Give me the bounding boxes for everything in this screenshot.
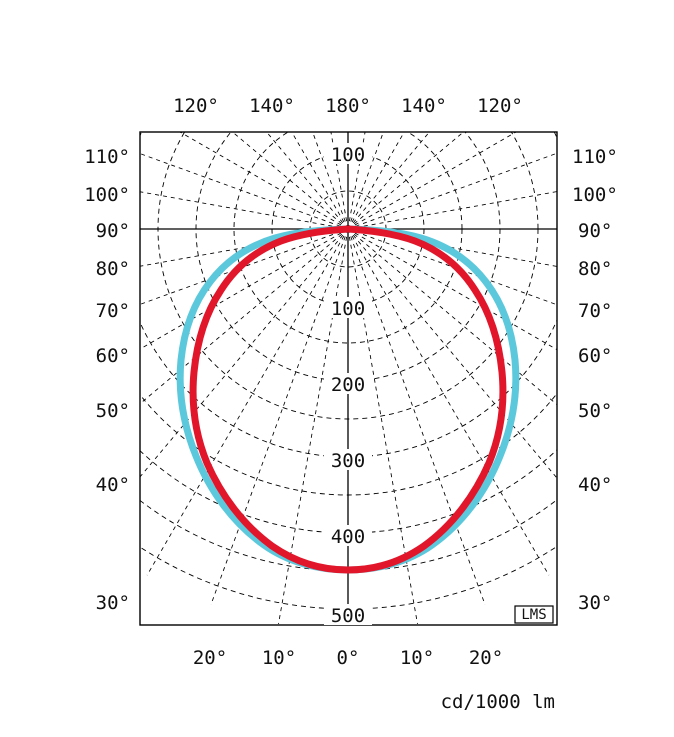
right-angle-labels: 110° 100° 90° 80° 70° 60° 50° 40° 30° — [572, 146, 618, 614]
top-label-180: 180° — [325, 95, 371, 117]
radial-label-400: 400 — [331, 526, 365, 548]
bottom-label-20-left: 20° — [193, 647, 227, 669]
left-angle-labels: 110° 100° 90° 80° 70° 60° 50° 40° 30° — [84, 146, 130, 614]
top-label-120-right: 120° — [477, 95, 523, 117]
bottom-label-10-left: 10° — [262, 647, 296, 669]
left-label-60: 60° — [96, 345, 130, 367]
unit-label: cd/1000 lm — [441, 691, 555, 713]
bottom-label-0: 0° — [337, 647, 360, 669]
distribution-curves — [176, 225, 520, 574]
top-label-140-left: 140° — [249, 95, 295, 117]
left-label-110: 110° — [84, 146, 130, 168]
right-label-30: 30° — [578, 592, 612, 614]
right-label-60: 60° — [578, 345, 612, 367]
bottom-label-20-right: 20° — [469, 647, 503, 669]
top-angle-labels: 120° 140° 180° 140° 120° — [173, 95, 523, 117]
right-label-50: 50° — [578, 400, 612, 422]
radial-label-300: 300 — [331, 450, 365, 472]
lms-badge: LMS — [514, 605, 554, 624]
radial-label-500: 500 — [331, 605, 365, 627]
curve-c0-red — [189, 225, 507, 574]
right-label-110: 110° — [572, 146, 618, 168]
radial-scale-labels: 100 100 200 300 400 500 — [324, 143, 372, 627]
lms-badge-label: LMS — [521, 607, 546, 623]
left-label-90: 90° — [96, 220, 130, 242]
left-label-100: 100° — [84, 184, 130, 206]
right-label-90: 90° — [578, 220, 612, 242]
top-label-120-left: 120° — [173, 95, 219, 117]
bottom-label-10-right: 10° — [400, 647, 434, 669]
bottom-angle-labels: 20° 10° 0° 10° 20° — [193, 647, 503, 669]
left-label-80: 80° — [96, 258, 130, 280]
radial-label-top-100: 100 — [331, 144, 365, 166]
radial-label-100: 100 — [331, 298, 365, 320]
top-label-140-right: 140° — [401, 95, 447, 117]
right-label-100: 100° — [572, 184, 618, 206]
left-label-30: 30° — [96, 592, 130, 614]
left-label-70: 70° — [96, 300, 130, 322]
right-label-80: 80° — [578, 258, 612, 280]
left-label-50: 50° — [96, 400, 130, 422]
right-label-70: 70° — [578, 300, 612, 322]
lms-badge-box — [514, 605, 554, 624]
radial-label-200: 200 — [331, 374, 365, 396]
left-label-40: 40° — [96, 474, 130, 496]
right-label-40: 40° — [578, 474, 612, 496]
